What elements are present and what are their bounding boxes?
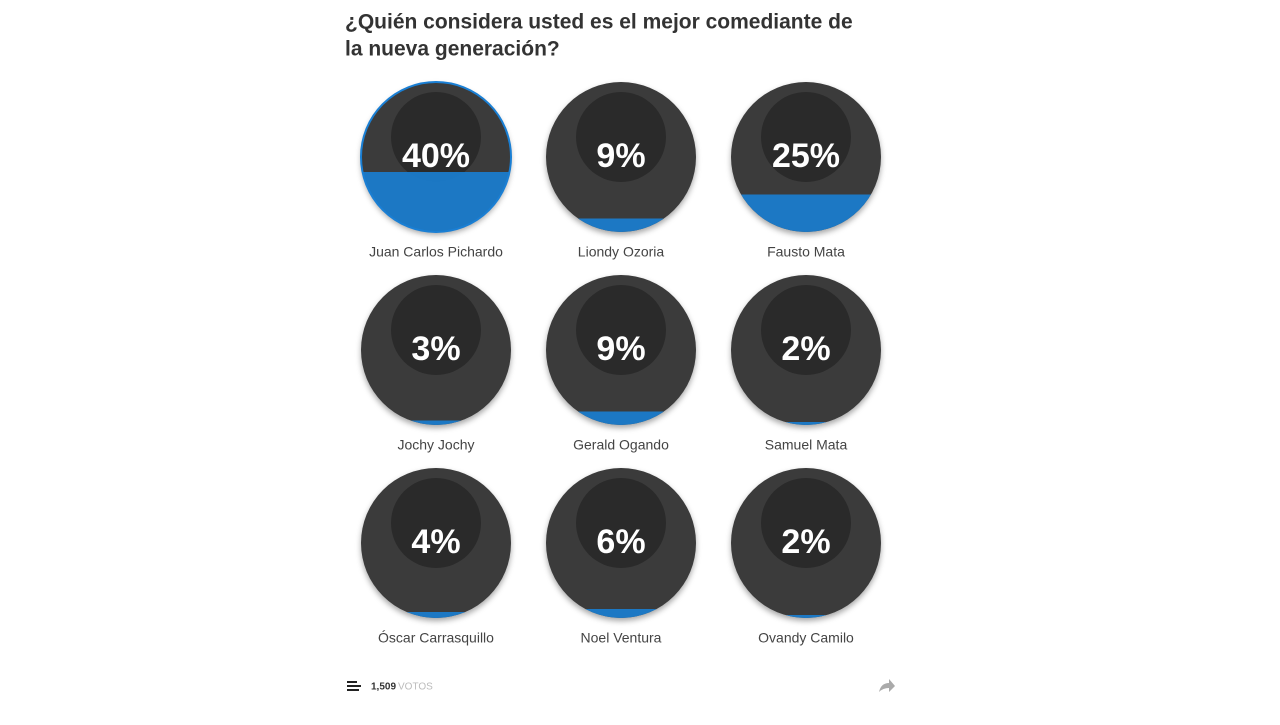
percent-label: 2% [781, 523, 830, 561]
options-grid: 40% Juan Carlos Pichardo 9% Liondy Ozoria 25… [360, 81, 881, 646]
option-name: Ovandy Camilo [758, 630, 854, 646]
poll-option[interactable]: 9% Gerald Ogando [546, 275, 696, 453]
percent-fill [361, 612, 511, 618]
photo-shade [761, 285, 851, 375]
percent-label: 3% [411, 330, 460, 368]
photo-shade [576, 478, 666, 568]
share-button[interactable] [879, 679, 895, 692]
option-name: Gerald Ogando [573, 437, 669, 453]
photo-shade [391, 92, 481, 182]
option-name: Liondy Ozoria [578, 244, 665, 260]
option-name: Noel Ventura [581, 630, 662, 646]
percent-label: 6% [596, 523, 645, 561]
percent-label: 4% [411, 523, 460, 561]
poll-title: la nueva generación? [345, 38, 560, 61]
photo-shade [576, 92, 666, 182]
photo-shade [761, 92, 851, 182]
poll-option[interactable]: 40% Juan Carlos Pichardo [360, 81, 512, 260]
vote-unit: VOTOS [398, 682, 433, 693]
poll-option[interactable]: 4% Óscar Carrasquillo [361, 468, 511, 646]
poll-title: ¿Quién considera usted es el mejor comed… [345, 11, 853, 34]
poll-option[interactable]: 2% Ovandy Camilo [731, 468, 881, 646]
percent-label: 9% [596, 330, 645, 368]
photo-shade [761, 478, 851, 568]
option-name: Jochy Jochy [397, 437, 474, 453]
poll-option[interactable]: 3% Jochy Jochy [361, 275, 511, 453]
percent-fill [731, 422, 881, 425]
option-name: Óscar Carrasquillo [378, 630, 494, 646]
option-name: Fausto Mata [767, 244, 845, 260]
poll-option[interactable]: 9% Liondy Ozoria [546, 82, 696, 260]
percent-fill [731, 194, 881, 232]
option-name: Samuel Mata [765, 437, 848, 453]
percent-fill [731, 615, 881, 618]
percent-fill [546, 609, 696, 618]
results-icon [347, 681, 361, 691]
percent-fill [361, 172, 511, 232]
percent-label: 2% [781, 330, 830, 368]
percent-fill [546, 218, 696, 232]
poll-option[interactable]: 2% Samuel Mata [731, 275, 881, 453]
photo-shade [576, 285, 666, 375]
poll-option[interactable]: 25% Fausto Mata [731, 82, 881, 260]
option-name: Juan Carlos Pichardo [369, 244, 503, 260]
percent-label: 9% [596, 137, 645, 175]
photo-shade [391, 478, 481, 568]
poll-option[interactable]: 6% Noel Ventura [546, 468, 696, 646]
percent-label: 40% [402, 137, 470, 175]
photo-shade [391, 285, 481, 375]
percent-fill [361, 420, 511, 425]
percent-fill [546, 411, 696, 425]
vote-count: 1,509 [371, 682, 396, 693]
percent-label: 25% [772, 137, 840, 175]
selected-ring [360, 81, 512, 233]
